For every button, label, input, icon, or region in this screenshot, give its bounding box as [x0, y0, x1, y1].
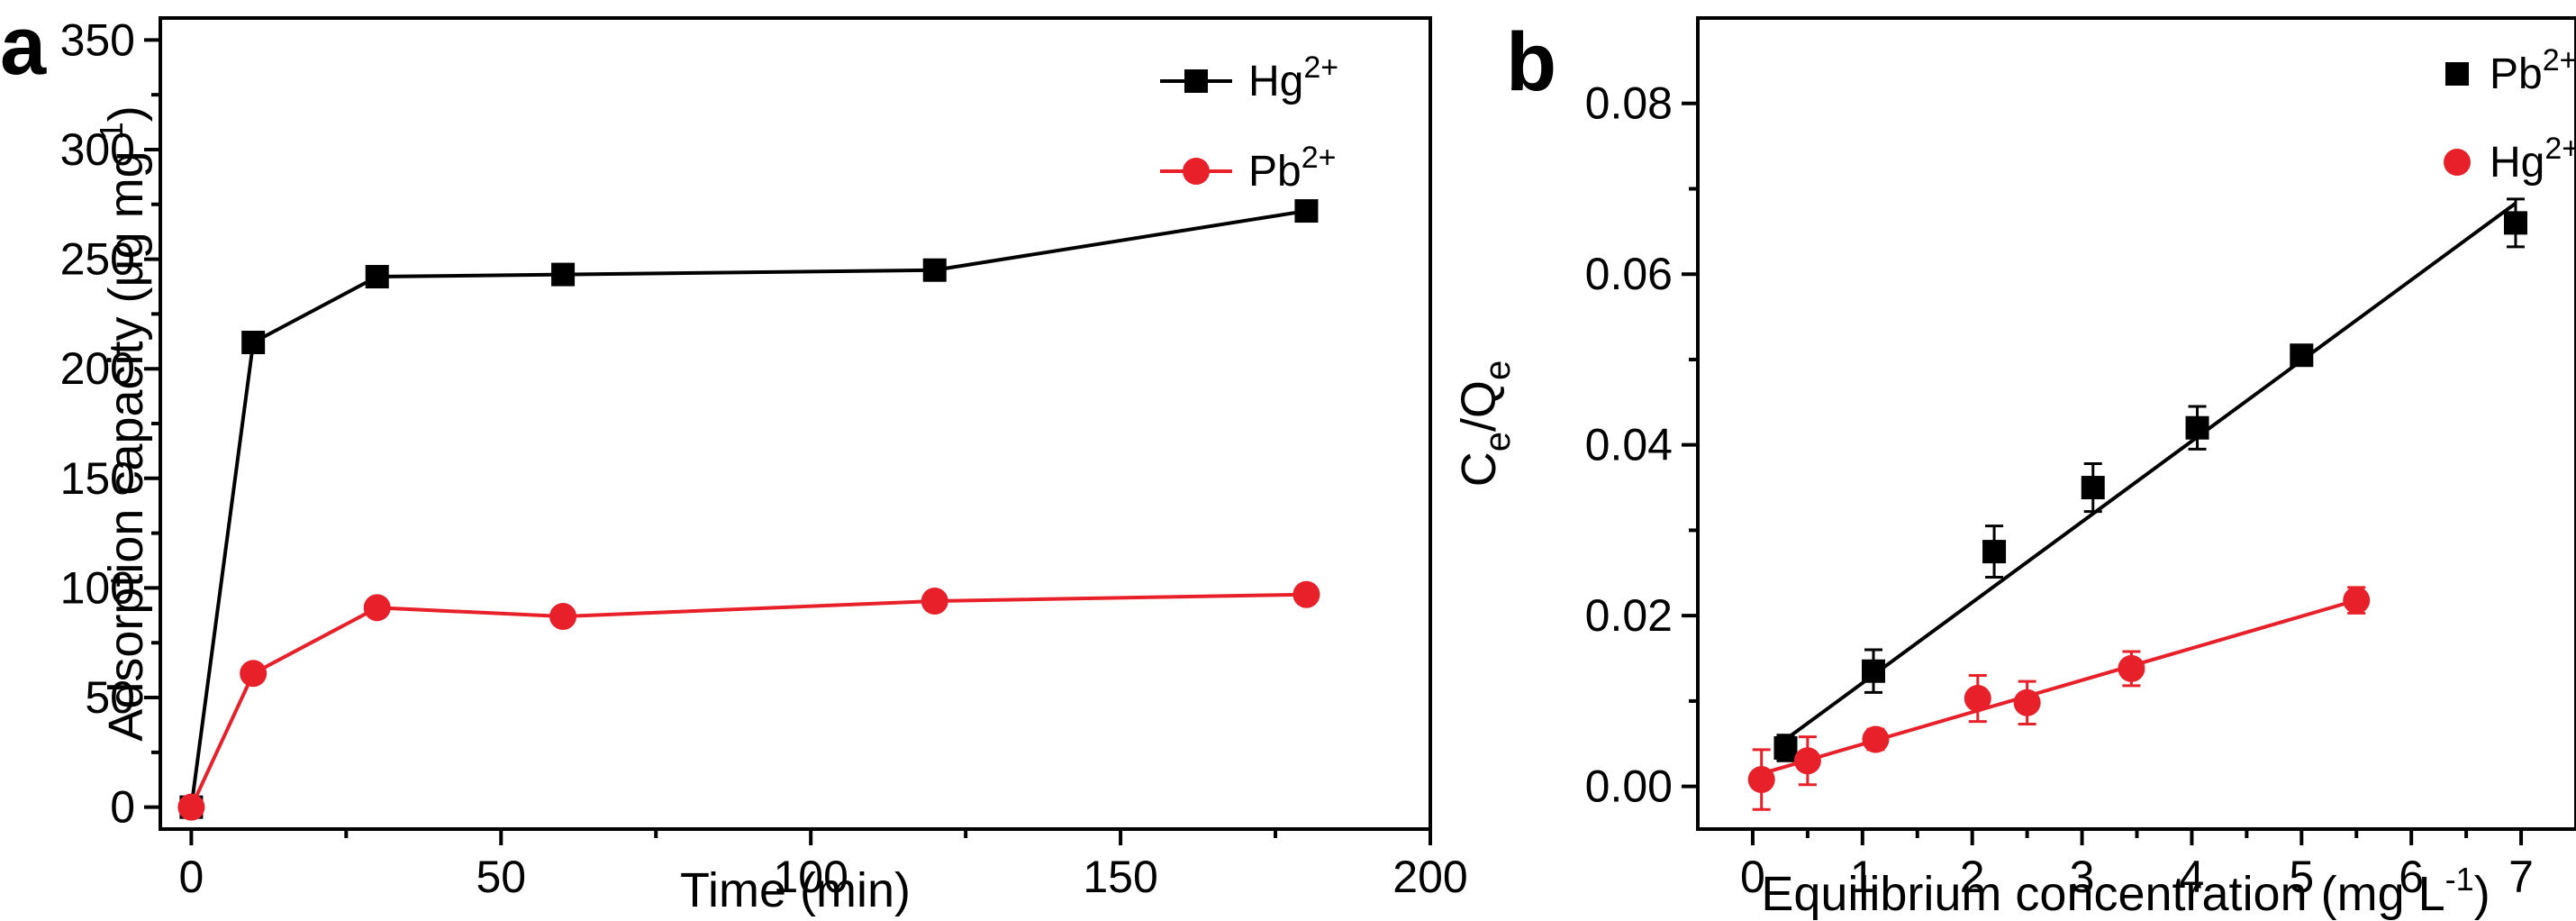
panel-a-chart: a 0 50 100 150 200 0 50 100 150 200 250 300 350 Tim… — [0, 0, 1468, 917]
data-point — [2290, 343, 2314, 368]
x-tick-label: 6 — [2399, 852, 2424, 902]
panel-a-series — [177, 199, 1320, 821]
data-point — [1862, 725, 1890, 753]
data-point — [177, 793, 205, 821]
series-line — [189, 209, 1307, 807]
panel-b-legend: Pb2+ Hg2+ — [2444, 43, 2576, 187]
panel-a-label: a — [0, 0, 47, 92]
x-tick-label: 200 — [1392, 852, 1467, 902]
y-tick-label: 0.04 — [1585, 420, 1673, 470]
data-point — [2118, 654, 2145, 682]
data-point — [1862, 659, 1885, 683]
legend-label: Pb2+ — [2490, 43, 2576, 98]
y-tick-label: 0.02 — [1585, 590, 1673, 641]
x-tick-label: 2 — [1960, 852, 1985, 902]
legend-marker — [1184, 69, 1208, 93]
data-point — [1964, 685, 1991, 713]
y-tick-label: 150 — [60, 453, 135, 504]
data-point — [2185, 415, 2209, 440]
panel-b-label: b — [1506, 16, 1556, 108]
fit-line — [1784, 201, 2517, 742]
panel-a-x-axis-title: Time (min) — [680, 863, 911, 917]
data-point — [551, 262, 576, 287]
data-point — [922, 258, 947, 282]
y-tick-label: 0.08 — [1585, 78, 1673, 129]
legend-marker — [2444, 149, 2471, 176]
legend-item-hg: Hg2+ — [1160, 50, 1338, 105]
legend-label: Hg2+ — [2490, 132, 2576, 187]
panel-a-x-ticks: 0 50 100 150 200 — [178, 829, 1468, 902]
legend-marker — [2445, 62, 2469, 86]
panel-b-y-ticks: 0.00 0.02 0.04 0.06 0.08 — [1585, 78, 1698, 812]
data-point — [2081, 476, 2105, 500]
legend-item-pb: Pb2+ — [1160, 141, 1336, 196]
y-tick-label: 0.00 — [1585, 761, 1673, 812]
x-tick-label: 7 — [2508, 852, 2534, 902]
x-tick-label: 1 — [1850, 852, 1875, 902]
y-tick-label: 250 — [60, 234, 135, 285]
panel-b-x-ticks: 0 1 2 3 4 5 6 7 — [1740, 829, 2534, 902]
data-point — [1982, 540, 2007, 564]
panel-b-chart: b 0 1 2 3 4 5 6 7 0.00 0.02 0.04 0.06 0.08 Equilibr… — [1452, 16, 2576, 921]
fit-line — [1761, 598, 2357, 776]
x-tick-label: 0 — [178, 852, 204, 902]
data-point — [363, 594, 391, 622]
data-point — [1293, 580, 1320, 608]
panel-a-y-ticks: 0 50 100 150 200 250 300 350 — [60, 14, 160, 833]
panel-b-series — [1747, 197, 2527, 811]
data-point — [241, 331, 266, 354]
series-line — [189, 592, 1307, 808]
data-point — [1773, 736, 1798, 760]
panel-a-plot-frame — [159, 16, 1432, 831]
legend-item-hg: Hg2+ — [2444, 132, 2576, 187]
data-point — [240, 660, 268, 688]
y-tick-label: 0.06 — [1585, 249, 1673, 299]
x-tick-label: 150 — [1083, 852, 1157, 902]
series-pb — [1773, 197, 2527, 762]
x-tick-label: 50 — [476, 852, 526, 902]
x-tick-label: 4 — [2180, 852, 2205, 902]
x-tick-label: 5 — [2289, 852, 2314, 902]
x-tick-label: 3 — [2070, 852, 2095, 902]
data-point — [1793, 747, 1821, 775]
panel-b-x-axis-title: Equilibrium concentration (mg L-1) — [1761, 861, 2490, 921]
data-point — [1294, 199, 1319, 223]
y-tick-label: 100 — [60, 562, 135, 613]
series-hg — [179, 199, 1319, 819]
x-tick-label: 0 — [1740, 852, 1765, 902]
data-point — [2013, 688, 2041, 716]
data-point — [2343, 587, 2371, 615]
data-point — [2503, 211, 2527, 235]
series-pb — [177, 580, 1320, 821]
x-tick-label: 100 — [773, 852, 848, 902]
legend-marker — [1183, 158, 1210, 185]
legend-item-pb: Pb2+ — [2445, 43, 2576, 98]
y-tick-label: 50 — [85, 672, 135, 723]
y-tick-label: 200 — [60, 343, 135, 394]
data-point — [549, 603, 577, 631]
y-tick-label: 350 — [60, 14, 135, 65]
panel-b-y-axis-title: Ce/Qe — [1452, 360, 1518, 488]
data-point — [1747, 766, 1775, 794]
y-tick-label: 300 — [60, 124, 135, 175]
data-point — [365, 265, 389, 289]
legend-label: Pb2+ — [1248, 141, 1336, 196]
y-tick-label: 0 — [110, 782, 135, 833]
data-point — [921, 588, 948, 616]
legend-label: Hg2+ — [1248, 50, 1338, 105]
series-hg — [1747, 586, 2371, 811]
panel-a-legend: Hg2+ Pb2+ — [1160, 50, 1338, 196]
panel-a-y-axis-title: Adsorption capacity (μg mg-1) — [93, 105, 153, 741]
